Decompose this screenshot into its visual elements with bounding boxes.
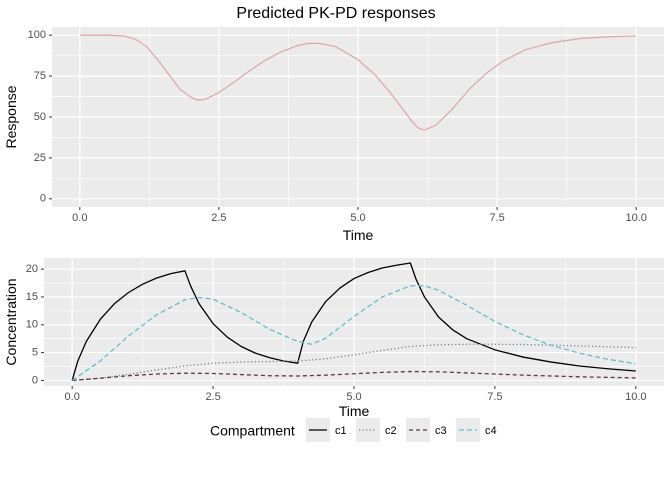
- legend-title: Compartment: [210, 423, 295, 439]
- y-tick-label: 25: [34, 152, 46, 164]
- series-line-c1: [71, 262, 636, 381]
- x-tick-label: 10.0: [625, 391, 646, 403]
- x-tick-label: 0.0: [72, 212, 87, 224]
- x-axis-title: Time: [339, 403, 370, 419]
- y-tick-label: 100: [28, 29, 46, 41]
- x-tick-label: 7.5: [489, 212, 504, 224]
- legend-entry-c3: c3: [406, 418, 447, 442]
- y-tick-label: 20: [26, 263, 38, 275]
- y-axis-title: Response: [3, 85, 19, 148]
- legend-label: c2: [385, 425, 397, 437]
- y-tick-label: 0: [32, 374, 38, 386]
- y-tick-label: 15: [26, 291, 38, 303]
- x-tick-label: 5.0: [350, 212, 365, 224]
- panel-1: 0.0 2.5 5.0 7.5 10.0 0 25 50 75 100 Time Response: [3, 27, 664, 243]
- y-tick-label: 50: [34, 111, 46, 123]
- y-tick-label: 5: [32, 347, 38, 359]
- panel-2: 0.0 2.5 5.0 7.5 10.0 0 5 10 15 20 Time Concentratio…: [3, 258, 664, 419]
- legend-label: c1: [335, 425, 347, 437]
- legend-label: c3: [435, 425, 447, 437]
- y-axis-title: Concentration: [3, 278, 19, 365]
- series-line-c3: [72, 370, 636, 382]
- figure-title: Predicted PK-PD responses: [236, 5, 435, 22]
- legend-entry-c1: c1: [306, 418, 347, 442]
- series-line-response-1: [79, 34, 637, 131]
- x-tick-label: 10.0: [625, 212, 646, 224]
- y-tick-label: 0: [40, 193, 46, 205]
- x-tick-label: 2.5: [205, 391, 220, 403]
- y-tick-label: 10: [26, 319, 38, 331]
- x-tick-label: 5.0: [346, 391, 361, 403]
- legend-entry-c2: c2: [356, 418, 397, 442]
- x-tick-label: 2.5: [211, 212, 226, 224]
- y-tick-label: 75: [34, 70, 46, 82]
- legend-entry-c4: c4: [456, 418, 497, 442]
- legend-label: c4: [485, 425, 497, 437]
- series-line-c4: [71, 285, 636, 381]
- x-tick-label: 0.0: [65, 391, 80, 403]
- x-axis-title: Time: [343, 227, 374, 243]
- x-tick-label: 7.5: [487, 391, 502, 403]
- series-line-c2: [72, 343, 636, 382]
- legend: Compartment c1 c2 c3 c4: [210, 418, 497, 442]
